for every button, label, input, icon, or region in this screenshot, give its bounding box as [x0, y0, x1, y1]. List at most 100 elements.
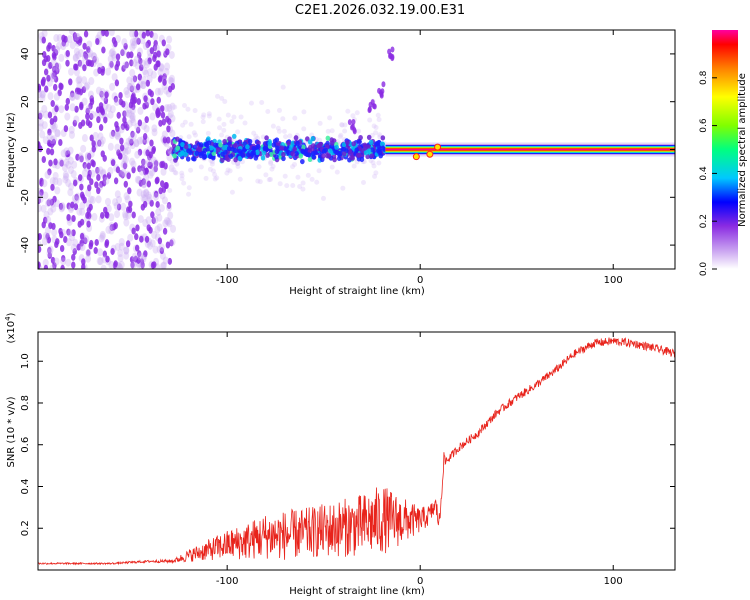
noise-blob — [39, 130, 46, 139]
y-tick-label: -40 — [20, 237, 31, 253]
noise-blob — [54, 105, 59, 113]
noise-blob — [41, 59, 47, 67]
noise-blob — [137, 215, 144, 224]
noise-blob — [166, 35, 173, 44]
scatter-blob — [366, 148, 372, 154]
noise-blob — [97, 257, 104, 266]
noise-blob — [102, 174, 107, 182]
scatter-blob — [191, 155, 196, 162]
noise-blob — [104, 91, 109, 99]
noise-blob — [165, 241, 171, 249]
faint-blob — [342, 122, 348, 128]
noise-blob — [58, 202, 64, 210]
noise-blob — [109, 48, 116, 57]
noise-blob — [116, 195, 123, 204]
noise-blob — [73, 32, 80, 41]
noise-blob — [129, 85, 135, 93]
noise-blob — [88, 77, 95, 86]
faint-blob — [356, 128, 362, 134]
noise-blob — [41, 36, 46, 44]
noise-blob — [131, 211, 136, 219]
snr-frame — [37, 331, 676, 571]
noise-blob — [147, 57, 152, 65]
noise-blob — [85, 112, 90, 120]
x-tick-label: 0 — [417, 576, 423, 587]
faint-blob — [301, 126, 307, 132]
snr-y-label: SNR (10 * v/v) — [6, 396, 17, 467]
noise-blob — [70, 90, 75, 98]
scatter-blob — [255, 143, 261, 150]
noise-blob — [155, 200, 160, 208]
noise-blob — [136, 98, 141, 106]
noise-blob — [51, 138, 56, 146]
noise-blob — [160, 180, 165, 188]
noise-blob — [149, 112, 156, 121]
noise-blob — [79, 183, 84, 191]
scatter-blob — [228, 153, 234, 159]
snr-series-line — [38, 336, 675, 566]
noise-blob — [65, 258, 72, 267]
noise-blob — [75, 51, 82, 60]
noise-blob — [159, 247, 165, 255]
noise-blob — [82, 196, 87, 204]
faint-blob — [371, 163, 377, 169]
noise-blob — [145, 30, 150, 37]
noise-blob — [79, 155, 84, 163]
scatter-blob — [264, 135, 269, 141]
noise-blob — [125, 146, 132, 155]
faint-blob — [231, 114, 237, 120]
noise-blob — [81, 263, 86, 269]
noise-blob — [94, 181, 99, 189]
noise-blob — [137, 51, 142, 59]
noise-blob — [86, 46, 91, 54]
noise-blob — [76, 75, 83, 84]
scatter-blob — [368, 139, 374, 145]
scatter-blob — [279, 145, 285, 151]
noise-blob — [91, 145, 96, 153]
scatter-blob — [310, 151, 316, 157]
noise-blob — [148, 168, 155, 177]
noise-blob — [113, 97, 120, 106]
noise-blob — [151, 231, 158, 240]
faint-blob — [186, 191, 192, 197]
noise-blob — [129, 112, 136, 121]
noise-blob — [164, 62, 171, 71]
noise-blob — [89, 195, 96, 204]
spectrogram-x-ticks: -100 0 100 — [216, 30, 623, 286]
noise-blob — [170, 224, 177, 233]
scatter-blob — [286, 140, 291, 147]
noise-blob — [131, 58, 138, 67]
streak-blob — [381, 81, 386, 88]
noise-blob — [39, 177, 44, 185]
noise-blob — [122, 61, 129, 70]
noise-blob — [131, 40, 138, 49]
echo-blip — [434, 143, 442, 151]
faint-blob — [188, 167, 194, 173]
noise-blob — [116, 203, 122, 211]
faint-blob — [354, 110, 360, 116]
snr-y-ticks: 0.2 0.4 0.6 0.8 1.0 — [20, 353, 675, 536]
noise-blob — [72, 248, 77, 256]
scatter-blob — [233, 142, 238, 149]
noise-blob — [153, 190, 159, 198]
noise-blob — [134, 244, 140, 252]
noise-blob — [78, 174, 83, 182]
faint-blob — [242, 120, 248, 126]
noise-blob — [130, 130, 135, 138]
noise-blob — [143, 124, 150, 133]
scatter-blob — [321, 153, 326, 159]
faint-blob — [172, 104, 178, 110]
noise-blob — [132, 75, 138, 83]
noise-blob — [108, 213, 115, 222]
noise-blob — [143, 95, 148, 103]
noise-blob — [145, 216, 152, 225]
faint-blob — [282, 173, 288, 179]
noise-blob — [150, 211, 155, 219]
noise-blob — [80, 144, 87, 153]
faint-blob — [182, 102, 188, 108]
noise-blob — [44, 170, 51, 179]
noise-blob — [63, 236, 68, 244]
noise-blob — [120, 202, 127, 211]
noise-blob — [89, 112, 94, 120]
snr-multiplier: (x104) — [4, 312, 17, 343]
